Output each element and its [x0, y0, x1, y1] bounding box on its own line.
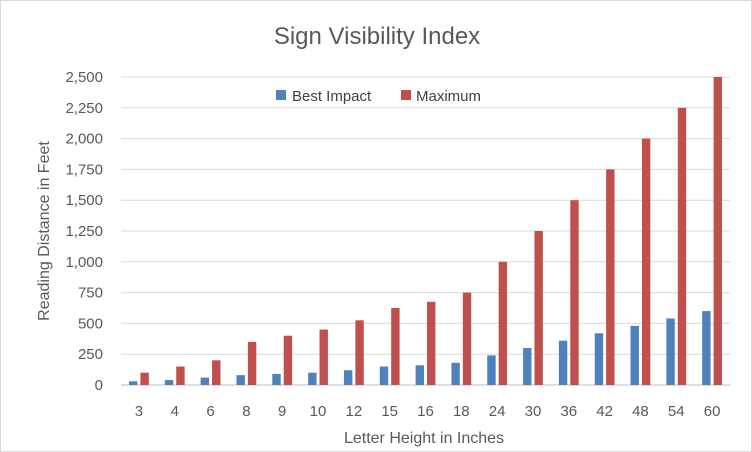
x-tick-label: 10 [310, 403, 327, 420]
bar-best-impact-12 [343, 370, 353, 385]
legend-swatch-maximum [401, 90, 411, 100]
bar-best-impact-16 [415, 365, 424, 385]
bar-best-impact-15 [379, 366, 389, 385]
bar-maximum-18 [462, 292, 472, 385]
x-tick-label: 15 [381, 403, 398, 420]
bar-best-impact-48 [630, 325, 639, 385]
bar-maximum-36 [570, 200, 579, 385]
x-tick-label: 16 [417, 403, 434, 420]
x-tick-label: 4 [171, 403, 179, 420]
bar-maximum-8 [247, 341, 257, 385]
x-axis-title: Letter Height in Inches [344, 430, 504, 447]
bar-best-impact-3 [129, 381, 138, 385]
bar-best-impact-4 [164, 380, 174, 385]
y-tick-label: 500 [78, 315, 103, 332]
y-tick-labels: 0 250 500 750 1,000 1,250 1,500 1,750 2,000 2,250… [65, 69, 103, 394]
bar-maximum-4 [176, 366, 185, 385]
y-tick-label: 250 [78, 346, 103, 363]
y-axis-title: Reading Distance in Feet [36, 141, 53, 321]
x-tick-label: 6 [206, 403, 214, 420]
y-tick-label: 1,500 [65, 192, 103, 209]
x-tick-label: 30 [525, 403, 542, 420]
x-tick-label: 54 [668, 403, 685, 420]
y-tick-label: 1,250 [65, 223, 103, 240]
x-tick-label: 60 [704, 403, 721, 420]
y-tick-label: 0 [95, 377, 103, 394]
bar-maximum-54 [677, 107, 687, 386]
bar-best-impact-18 [451, 362, 460, 385]
bar-maximum-24 [498, 261, 508, 385]
bar-maximum-10 [319, 329, 328, 385]
legend-label-best-impact: Best Impact [292, 88, 372, 105]
y-tick-label: 1,000 [65, 254, 103, 271]
legend: Best Impact Maximum [276, 88, 481, 105]
x-tick-label: 24 [489, 403, 506, 420]
x-tick-label: 18 [453, 403, 470, 420]
bar-best-impact-30 [523, 348, 532, 385]
y-tick-label: 2,000 [65, 131, 103, 148]
y-tick-label: 2,250 [65, 100, 103, 117]
x-tick-label: 12 [346, 403, 363, 420]
bar-maximum-9 [283, 335, 293, 385]
bar-best-impact-10 [308, 372, 317, 385]
bar-best-impact-9 [272, 373, 281, 385]
bar-best-impact-54 [666, 318, 675, 385]
x-tick-label: 3 [135, 403, 143, 420]
bar-best-impact-6 [200, 377, 210, 385]
bar-maximum-16 [427, 301, 436, 385]
x-tick-label: 48 [632, 403, 649, 420]
bar-maximum-42 [606, 169, 615, 385]
bar-best-impact-36 [558, 340, 568, 385]
x-tick-labels: 3 4 6 8 9 10 12 15 16 18 24 30 36 42 48 54 60 [135, 403, 721, 420]
bar-best-impact-8 [236, 375, 245, 385]
bar-best-impact-60 [702, 311, 711, 385]
x-tick-label: 36 [560, 403, 577, 420]
bar-best-impact-24 [487, 355, 496, 385]
y-tick-label: 2,500 [65, 69, 103, 86]
x-tick-label: 42 [596, 403, 613, 420]
bar-maximum-15 [391, 308, 400, 385]
bar-maximum-30 [534, 231, 543, 385]
y-tick-label: 750 [78, 285, 103, 302]
bar-maximum-12 [355, 320, 364, 385]
bars [129, 77, 722, 386]
chart-title: Sign Visibility Index [274, 23, 480, 50]
x-tick-label: 9 [278, 403, 286, 420]
bar-maximum-60 [713, 77, 722, 385]
bar-maximum-6 [212, 360, 221, 385]
legend-label-maximum: Maximum [416, 88, 481, 105]
y-tick-label: 1,750 [65, 161, 103, 178]
gridlines [121, 76, 730, 386]
bar-maximum-3 [140, 372, 149, 385]
bar-maximum-48 [641, 138, 651, 385]
bar-best-impact-42 [594, 333, 604, 385]
x-tick-label: 8 [242, 403, 250, 420]
legend-swatch-best-impact [276, 90, 286, 100]
